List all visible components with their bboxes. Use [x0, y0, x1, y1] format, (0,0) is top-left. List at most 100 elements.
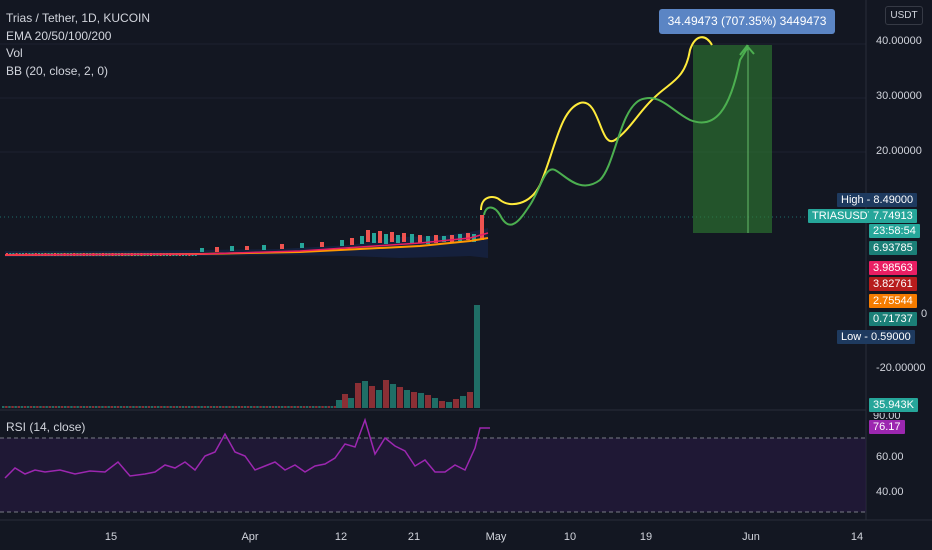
volume-bar	[246, 406, 250, 408]
volume-bar	[188, 406, 191, 408]
x-axis-label: 15	[104, 531, 118, 543]
volume-bar	[425, 395, 431, 408]
x-axis-label: 12	[334, 531, 348, 543]
volume-bar	[460, 396, 466, 408]
volume-bar	[318, 406, 321, 408]
rsi-value-badge: 76.17	[869, 420, 905, 434]
volume-bar	[237, 406, 241, 408]
volume-bar	[14, 406, 17, 408]
symbol-title[interactable]: Trias / Tether, 1D, KUCOIN	[6, 11, 151, 25]
volume-bar	[390, 384, 396, 408]
volume-bar	[191, 406, 194, 408]
rsi-line	[4, 417, 490, 479]
volume-bar	[194, 406, 197, 408]
candlestick	[280, 244, 284, 249]
x-axis-label: May	[485, 531, 507, 543]
candlestick	[200, 248, 204, 252]
candlestick	[320, 242, 324, 247]
volume-bar	[284, 406, 287, 408]
volume-bar	[225, 406, 228, 408]
volume-bar	[48, 406, 51, 408]
candlestick	[466, 233, 470, 240]
volume-bar	[234, 406, 237, 408]
y-axis-label: 60.00	[876, 451, 904, 463]
volume-bar	[116, 406, 120, 408]
volume-bar	[54, 406, 58, 408]
volume-bar	[8, 406, 11, 408]
candlestick	[366, 230, 370, 242]
volume-bar	[26, 406, 30, 408]
volume-bar	[362, 381, 368, 408]
candlestick	[480, 215, 484, 240]
volume-bar	[397, 387, 403, 408]
volume-bar	[88, 406, 92, 408]
measure-tooltip: 34.49473 (707.35%) 3449473	[659, 9, 835, 34]
volume-bar	[330, 406, 334, 408]
volume-bar	[45, 406, 48, 408]
volume-bar	[132, 406, 135, 408]
volume-bar	[281, 406, 284, 408]
volume-bar	[107, 406, 110, 408]
bollinger-band	[5, 228, 488, 258]
rsi-indicator-label[interactable]: RSI (14, close)	[6, 420, 86, 434]
volume-bar	[274, 406, 278, 408]
volume-bar	[200, 406, 203, 408]
volume-indicator-label[interactable]: Vol	[6, 46, 23, 60]
y-axis-label: 30.00000	[876, 90, 922, 102]
chart-legend: Trias / Tether, 1D, KUCOIN EMA 20/50/100…	[6, 10, 150, 80]
volume-bar	[369, 386, 375, 408]
volume-bar	[302, 406, 306, 408]
candlestick	[472, 234, 476, 242]
volume-bar	[60, 406, 64, 408]
volume-bar	[453, 399, 459, 408]
volume-bar	[277, 406, 281, 408]
candlestick	[384, 234, 388, 244]
candlestick	[340, 240, 344, 246]
volume-bar	[122, 406, 126, 408]
volume-bar	[287, 406, 290, 408]
volume-bar	[91, 406, 95, 408]
volume-bar	[197, 406, 200, 408]
candlestick	[300, 243, 304, 248]
volume-bar	[296, 406, 299, 408]
volume-bar	[268, 406, 272, 408]
volume-bar	[467, 392, 473, 408]
volume-bar	[166, 406, 169, 408]
volume-bar	[39, 406, 42, 408]
volume-bar	[98, 406, 101, 408]
currency-button[interactable]: USDT	[885, 6, 923, 25]
volume-bar	[253, 406, 256, 408]
bollinger-indicator-label[interactable]: BB (20, close, 2, 0)	[6, 63, 109, 78]
volume-bar	[82, 406, 86, 408]
x-axis-label: Jun	[742, 531, 760, 543]
volume-bar	[333, 406, 337, 408]
volume-bar	[215, 406, 219, 408]
volume-bar	[293, 406, 296, 408]
symbol-badge: TRIASUSDT	[808, 209, 879, 223]
candlestick	[230, 246, 234, 251]
volume-bar	[104, 406, 107, 408]
volume-bar	[203, 406, 206, 408]
ema-value-badge: 3.98563	[869, 261, 917, 275]
volume-bar	[418, 393, 424, 408]
volume-bar	[231, 406, 234, 408]
volume-bar	[95, 406, 98, 408]
volume-bar	[305, 406, 309, 408]
volume-bar	[76, 406, 79, 408]
rsi-band	[0, 438, 866, 512]
candlestick	[396, 235, 400, 243]
volume-bar	[160, 406, 163, 408]
volume-bar	[439, 401, 445, 408]
volume-bar	[172, 406, 175, 408]
volume-bar	[2, 406, 5, 408]
volume-bar	[250, 406, 253, 408]
volume-bar	[256, 406, 259, 408]
volume-bar	[299, 406, 303, 408]
volume-bar	[411, 392, 417, 408]
ema-indicator-label[interactable]: EMA 20/50/100/200	[6, 28, 112, 43]
volume-bar	[259, 406, 262, 408]
volume-bar	[228, 406, 231, 408]
volume-bar	[446, 402, 452, 408]
volume-bar	[17, 406, 20, 408]
